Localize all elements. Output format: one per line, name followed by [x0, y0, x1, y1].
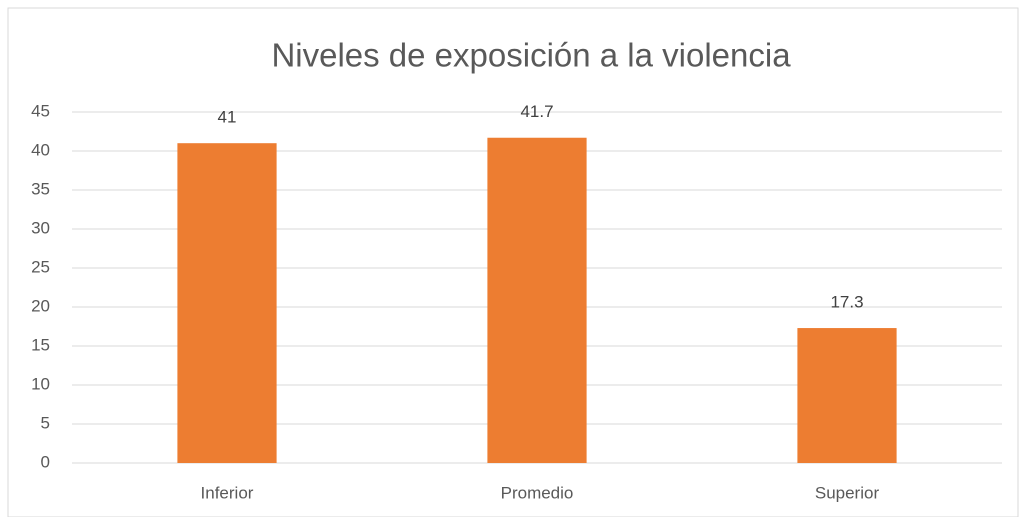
y-tick-label: 35 [31, 179, 50, 198]
data-label: 41.7 [520, 102, 553, 121]
chart-title: Niveles de exposición a la violencia [271, 37, 791, 74]
x-tick-label: Superior [815, 483, 880, 502]
y-tick-label: 5 [41, 413, 50, 432]
y-tick-label: 30 [31, 218, 50, 237]
y-tick-label: 15 [31, 335, 50, 354]
bar [177, 143, 277, 463]
y-tick-label: 10 [31, 374, 50, 393]
x-tick-label: Inferior [201, 483, 254, 502]
y-tick-label: 25 [31, 257, 50, 276]
y-tick-label: 45 [31, 101, 50, 120]
x-tick-label: Promedio [501, 483, 574, 502]
bar [797, 328, 897, 463]
data-label: 41 [218, 108, 237, 127]
y-tick-label: 40 [31, 140, 50, 159]
data-label: 17.3 [830, 293, 863, 312]
y-tick-label: 0 [41, 452, 50, 471]
bar [487, 137, 587, 464]
y-tick-label: 20 [31, 296, 50, 315]
